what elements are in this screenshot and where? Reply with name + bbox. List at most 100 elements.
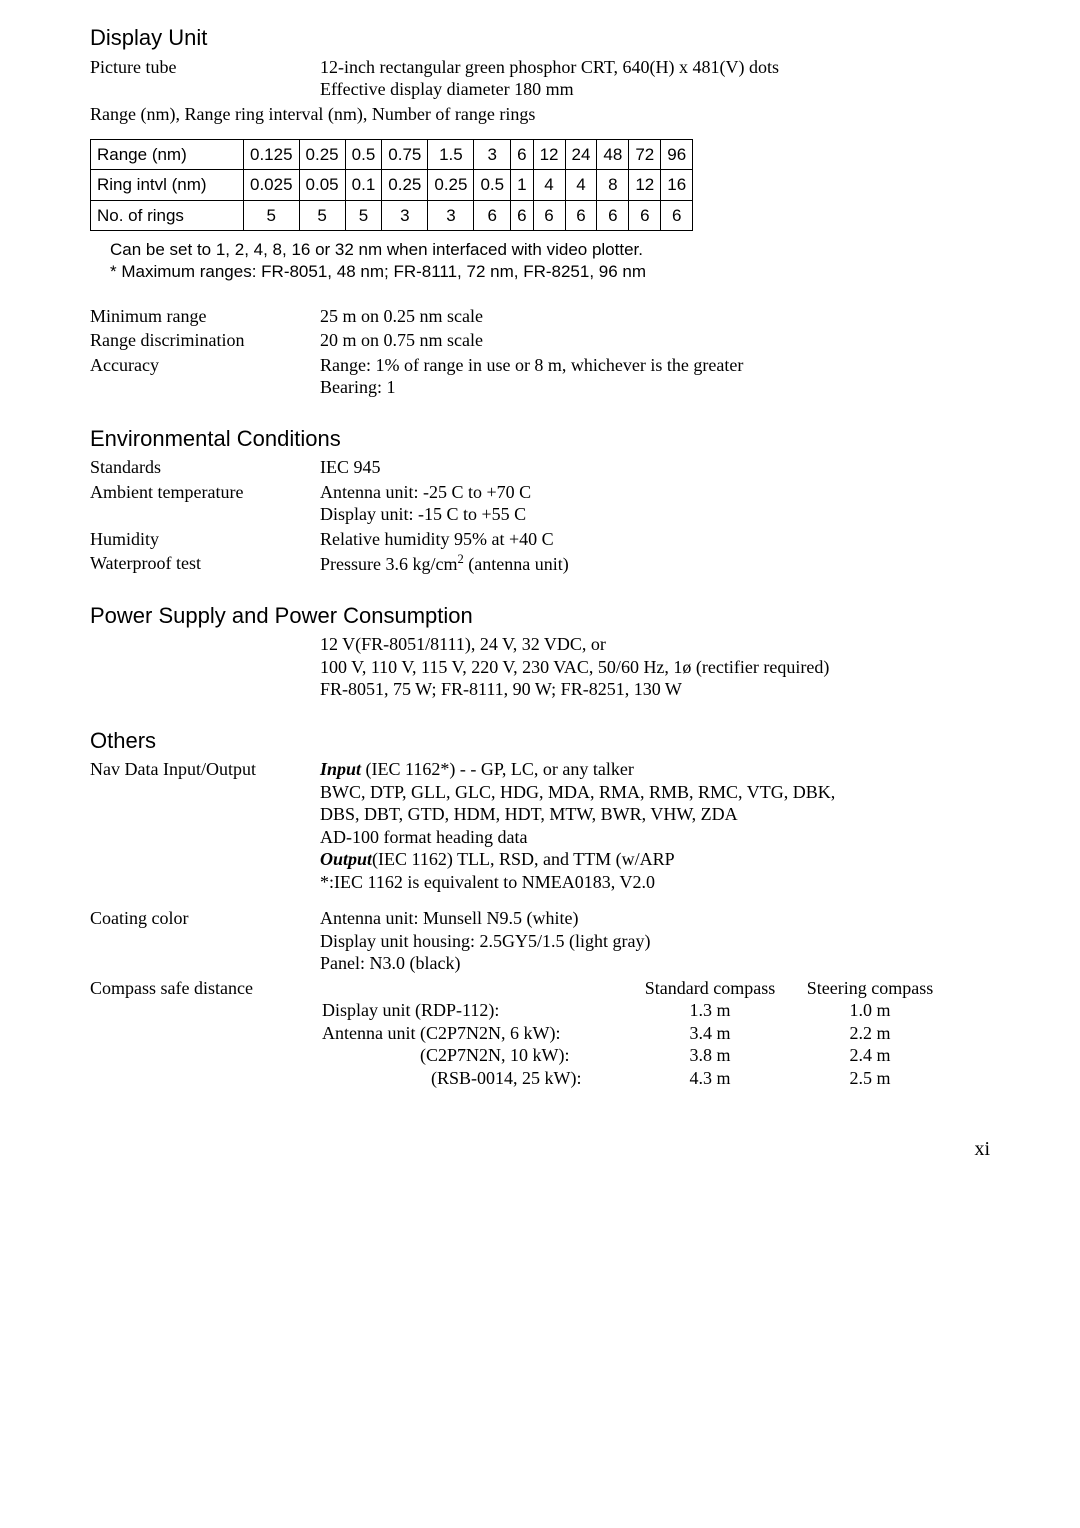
cell: 0.25 bbox=[428, 170, 474, 200]
input-bold: Input bbox=[320, 759, 361, 779]
compass-unit-name: (RSB-0014, 25 kW): bbox=[320, 1067, 630, 1090]
cell: 4 bbox=[533, 170, 565, 200]
cell: 6 bbox=[629, 200, 661, 230]
power-line3: FR-8051, 75 W; FR-8111, 90 W; FR-8251, 1… bbox=[320, 678, 1010, 701]
cell: 0.75 bbox=[382, 140, 428, 170]
compass-steer-val: 2.4 m bbox=[790, 1044, 950, 1067]
cell: 24 bbox=[565, 140, 597, 170]
compass-std-val: 4.3 m bbox=[630, 1067, 790, 1090]
standards-label: Standards bbox=[90, 456, 320, 479]
humidity-value: Relative humidity 95% at +40 C bbox=[320, 528, 1010, 551]
compass-grid: Standard compass Steering compass Displa… bbox=[320, 977, 1010, 1090]
output-bold: Output bbox=[320, 849, 372, 869]
input-rest: (IEC 1162*) - - GP, LC, or any talker bbox=[361, 759, 634, 779]
cell: 6 bbox=[511, 200, 533, 230]
nav-line5: Output(IEC 1162) TLL, RSD, and TTM (w/AR… bbox=[320, 848, 1010, 871]
cell: 0.125 bbox=[244, 140, 300, 170]
power-line2: 100 V, 110 V, 115 V, 220 V, 230 VAC, 50/… bbox=[320, 656, 1010, 679]
picture-tube-line1: 12-inch rectangular green phosphor CRT, … bbox=[320, 56, 1010, 79]
cell: 5 bbox=[345, 200, 382, 230]
cell: 5 bbox=[299, 200, 345, 230]
compass-unit-name: Antenna unit (C2P7N2N, 6 kW): bbox=[320, 1022, 630, 1045]
steering-compass-header: Steering compass bbox=[790, 977, 950, 1000]
range-line: Range (nm), Range ring interval (nm), Nu… bbox=[90, 103, 1010, 126]
min-range-value: 25 m on 0.25 nm scale bbox=[320, 305, 1010, 328]
picture-tube-label: Picture tube bbox=[90, 56, 320, 101]
table-note-1: Can be set to 1, 2, 4, 8, 16 or 32 nm wh… bbox=[110, 239, 1010, 261]
compass-label: Compass safe distance bbox=[90, 977, 320, 1090]
output-rest: (IEC 1162) TLL, RSD, and TTM (w/ARP bbox=[372, 849, 675, 869]
table-note-2: * Maximum ranges: FR-8051, 48 nm; FR-811… bbox=[110, 261, 1010, 283]
table-row: Range (nm) 0.125 0.25 0.5 0.75 1.5 3 6 1… bbox=[91, 140, 693, 170]
table-row: Ring intvl (nm) 0.025 0.05 0.1 0.25 0.25… bbox=[91, 170, 693, 200]
compass-std-val: 3.4 m bbox=[630, 1022, 790, 1045]
cell: 3 bbox=[474, 140, 511, 170]
cell: 12 bbox=[629, 170, 661, 200]
waterproof-value: Pressure 3.6 kg/cm2 (antenna unit) bbox=[320, 552, 1010, 576]
coating-line2: Display unit housing: 2.5GY5/1.5 (light … bbox=[320, 930, 1010, 953]
accuracy-value: Range: 1% of range in use or 8 m, whiche… bbox=[320, 354, 1010, 399]
cell: 5 bbox=[244, 200, 300, 230]
nav-line1: Input (IEC 1162*) - - GP, LC, or any tal… bbox=[320, 758, 1010, 781]
cell: 0.5 bbox=[345, 140, 382, 170]
cell: 3 bbox=[382, 200, 428, 230]
cell: 12 bbox=[533, 140, 565, 170]
nav-label: Nav Data Input/Output bbox=[90, 758, 320, 893]
ambient-value: Antenna unit: -25 C to +70 C Display uni… bbox=[320, 481, 1010, 526]
cell: 16 bbox=[661, 170, 693, 200]
accuracy-line1: Range: 1% of range in use or 8 m, whiche… bbox=[320, 354, 1010, 377]
coating-line1: Antenna unit: Munsell N9.5 (white) bbox=[320, 907, 1010, 930]
waterproof-pre: Pressure 3.6 kg/cm bbox=[320, 554, 457, 574]
cell: 8 bbox=[597, 170, 629, 200]
compass-empty bbox=[320, 977, 630, 1000]
accuracy-line2: Bearing: 1 bbox=[320, 376, 1010, 399]
compass-steer-val: 1.0 m bbox=[790, 999, 950, 1022]
compass-std-val: 1.3 m bbox=[630, 999, 790, 1022]
cell: 1 bbox=[511, 170, 533, 200]
waterproof-post: (antenna unit) bbox=[464, 554, 569, 574]
humidity-label: Humidity bbox=[90, 528, 320, 551]
compass-unit-name: Display unit (RDP-112): bbox=[320, 999, 630, 1022]
table-row: No. of rings 5 5 5 3 3 6 6 6 6 6 6 6 bbox=[91, 200, 693, 230]
cell: 0.05 bbox=[299, 170, 345, 200]
waterproof-label: Waterproof test bbox=[90, 552, 320, 576]
display-unit-title: Display Unit bbox=[90, 24, 1010, 52]
power-line1: 12 V(FR-8051/8111), 24 V, 32 VDC, or bbox=[320, 633, 1010, 656]
cell: 0.25 bbox=[299, 140, 345, 170]
row-header: Range (nm) bbox=[91, 140, 244, 170]
compass-value: Standard compass Steering compass Displa… bbox=[320, 977, 1010, 1090]
cell: 1.5 bbox=[428, 140, 474, 170]
cell: 6 bbox=[565, 200, 597, 230]
cell: 6 bbox=[533, 200, 565, 230]
picture-tube-line2: Effective display diameter 180 mm bbox=[320, 78, 1010, 101]
compass-unit-name: (C2P7N2N, 10 kW): bbox=[320, 1044, 630, 1067]
power-title: Power Supply and Power Consumption bbox=[90, 602, 1010, 630]
nav-value: Input (IEC 1162*) - - GP, LC, or any tal… bbox=[320, 758, 1010, 893]
cell: 0.025 bbox=[244, 170, 300, 200]
cell: 3 bbox=[428, 200, 474, 230]
cell: 6 bbox=[511, 140, 533, 170]
picture-tube-value: 12-inch rectangular green phosphor CRT, … bbox=[320, 56, 1010, 101]
cell: 72 bbox=[629, 140, 661, 170]
compass-steer-val: 2.2 m bbox=[790, 1022, 950, 1045]
cell: 0.25 bbox=[382, 170, 428, 200]
cell: 6 bbox=[474, 200, 511, 230]
cell: 96 bbox=[661, 140, 693, 170]
cell: 48 bbox=[597, 140, 629, 170]
env-title: Environmental Conditions bbox=[90, 425, 1010, 453]
ambient-line2: Display unit: -15 C to +55 C bbox=[320, 503, 1010, 526]
cell: 0.1 bbox=[345, 170, 382, 200]
standards-value: IEC 945 bbox=[320, 456, 1010, 479]
ambient-line1: Antenna unit: -25 C to +70 C bbox=[320, 481, 1010, 504]
nav-line4: AD-100 format heading data bbox=[320, 826, 1010, 849]
nav-line3: DBS, DBT, GTD, HDM, HDT, MTW, BWR, VHW, … bbox=[320, 803, 1010, 826]
range-disc-value: 20 m on 0.75 nm scale bbox=[320, 329, 1010, 352]
coating-value: Antenna unit: Munsell N9.5 (white) Displ… bbox=[320, 907, 1010, 975]
accuracy-label: Accuracy bbox=[90, 354, 320, 399]
others-title: Others bbox=[90, 727, 1010, 755]
cell: 4 bbox=[565, 170, 597, 200]
coating-line3: Panel: N3.0 (black) bbox=[320, 952, 1010, 975]
cell: 6 bbox=[661, 200, 693, 230]
range-disc-label: Range discrimination bbox=[90, 329, 320, 352]
nav-line2: BWC, DTP, GLL, GLC, HDG, MDA, RMA, RMB, … bbox=[320, 781, 1010, 804]
